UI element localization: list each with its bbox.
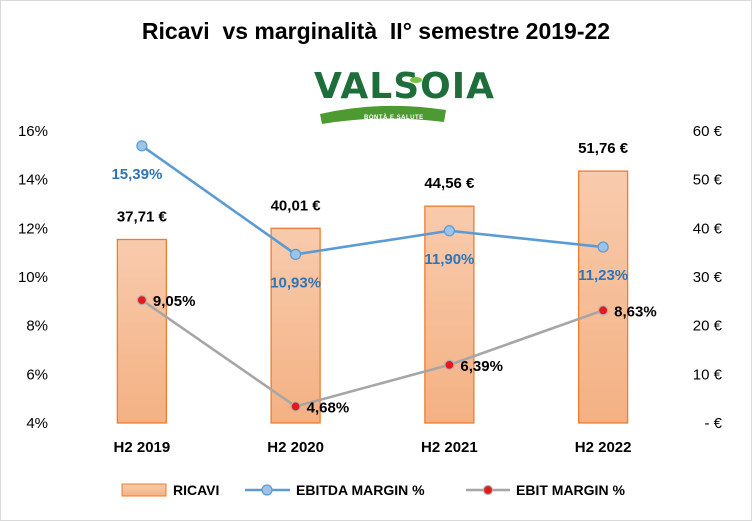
left-axis-tick: 16%	[18, 123, 48, 140]
ebitda-data-label: 11,90%	[424, 251, 474, 268]
chart-title: Ricavi vs marginalità II° semestre 2019-…	[141, 18, 611, 44]
right-axis-tick: 50 €	[693, 172, 723, 189]
ricavi-data-label: 40,01 €	[271, 197, 322, 214]
right-axis-tick: 20 €	[693, 318, 723, 335]
ebit-point	[136, 295, 147, 306]
ebitda-data-label: 10,93%	[270, 274, 321, 291]
left-axis-tick: 4%	[26, 415, 48, 432]
logo-banner	[320, 105, 446, 124]
ebit-data-label: 6,39%	[460, 358, 503, 375]
margin-lines	[136, 140, 609, 412]
axes: 4% 6% 8% 10% 12% 14% 16% - € 10 € 20 € 30 € 40 € 50 …	[18, 123, 723, 456]
right-axis-tick: 10 €	[693, 366, 723, 383]
ricavi-bar	[270, 227, 321, 424]
legend-ricavi-swatch	[121, 483, 167, 497]
ebit-point	[598, 305, 609, 316]
left-axis-tick: 14%	[18, 172, 48, 189]
logo-tagline: BONTÀ E SALUTE	[364, 114, 424, 121]
right-axis-tick: 60 €	[693, 123, 723, 140]
ricavi-bar	[577, 170, 629, 424]
left-axis-tick: 10%	[18, 269, 48, 286]
ebit-data-label: 8,63%	[614, 303, 657, 320]
ricavi-bar	[424, 205, 475, 424]
ebitda-point	[136, 140, 148, 152]
ebitda-point	[443, 225, 455, 237]
data-labels: 37,71 € 40,01 € 44,56 € 51,76 € 15,39% 10,93%…	[111, 140, 656, 416]
legend-ebit-marker	[482, 484, 494, 496]
ebit-data-label: 9,05%	[153, 293, 196, 310]
ebitda-point	[290, 248, 302, 260]
right-axis-tick: 40 €	[693, 220, 723, 237]
ricavi-data-label: 37,71 €	[117, 208, 168, 225]
x-axis-tick: H2 2021	[421, 439, 478, 456]
legend-ebitda-label: EBITDA MARGIN %	[296, 482, 425, 498]
leaf-icon	[410, 77, 422, 83]
legend-ebitda-marker	[261, 484, 273, 496]
ebitda-data-label: 15,39%	[111, 166, 162, 183]
ebitda-line	[141, 144, 604, 256]
logo-wordmark: VALSOIA	[314, 66, 495, 107]
ricavi-bars	[116, 170, 629, 424]
right-axis-tick: 30 €	[693, 269, 723, 286]
right-axis-tick: - €	[704, 415, 722, 432]
left-axis-tick: 8%	[26, 318, 48, 335]
legend-ricavi-label: RICAVI	[173, 482, 219, 498]
ebit-data-label: 4,68%	[307, 399, 350, 416]
legend: RICAVI EBITDA MARGIN % EBIT MARGIN %	[121, 482, 625, 498]
ebit-line	[141, 299, 604, 408]
ricavi-data-label: 44,56 €	[424, 175, 475, 192]
left-axis-tick: 6%	[26, 366, 48, 383]
legend-ebit-label: EBIT MARGIN %	[516, 482, 625, 498]
ebitda-point	[597, 241, 609, 253]
ebitda-data-label: 11,23%	[578, 267, 628, 284]
left-axis-tick: 12%	[18, 220, 48, 237]
x-axis-tick: H2 2019	[114, 439, 171, 456]
ricavi-bar	[116, 238, 168, 424]
ebit-point	[290, 401, 301, 412]
x-axis-tick: H2 2020	[267, 439, 324, 456]
x-axis-tick: H2 2022	[575, 439, 632, 456]
ricavi-data-label: 51,76 €	[578, 140, 629, 157]
ebit-point	[444, 359, 455, 370]
